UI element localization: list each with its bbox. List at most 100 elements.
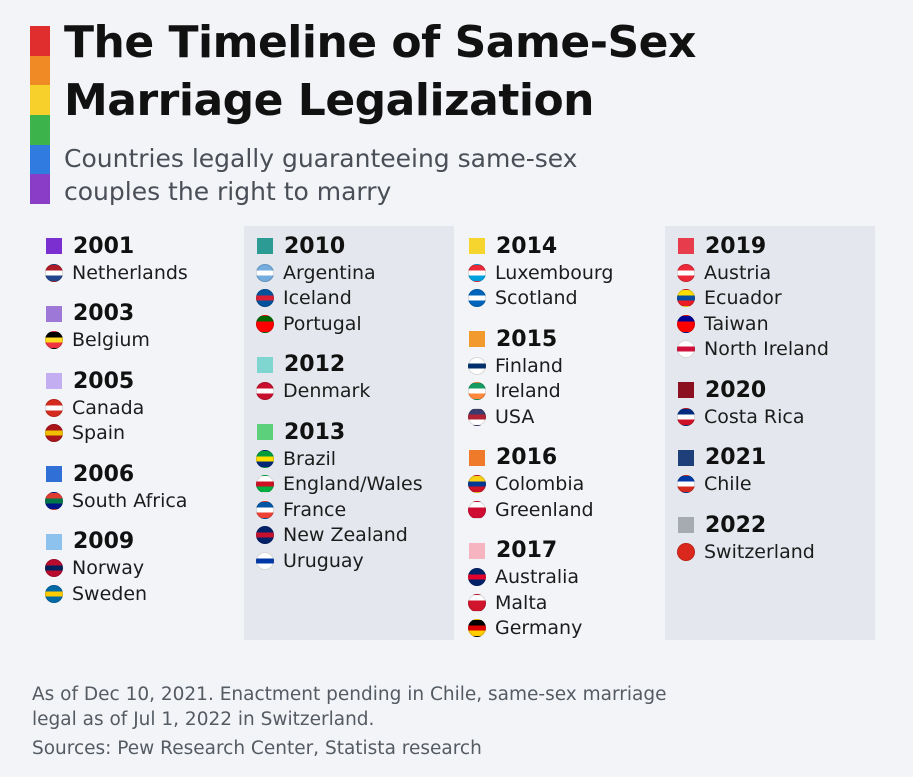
year-color-swatch xyxy=(469,238,485,254)
year-heading: 2019 xyxy=(665,232,875,260)
footer-note-line-1: As of Dec 10, 2021. Enactment pending in… xyxy=(32,684,667,705)
argentina-flag-icon xyxy=(256,263,274,282)
year-color-swatch xyxy=(46,533,62,550)
country-name: Luxembourg xyxy=(495,261,614,284)
luxembourg-flag-icon xyxy=(468,263,486,282)
finland-flag-icon xyxy=(468,356,486,375)
year-color-swatch xyxy=(678,238,694,254)
year-label: 2021 xyxy=(705,445,767,470)
country-item: Australia xyxy=(456,565,661,591)
netherlands-flag-icon xyxy=(45,263,63,282)
country-item: Canada xyxy=(33,395,239,421)
year-group-2012: 2012 Denmark xyxy=(244,351,454,405)
country-name: Canada xyxy=(72,396,145,419)
country-item: Malta xyxy=(456,590,661,616)
rainbow-stripe xyxy=(30,55,50,86)
year-heading: 2001 xyxy=(33,232,239,260)
country-item: Austria xyxy=(665,260,875,286)
australia-flag-icon xyxy=(468,568,486,587)
year-color-swatch xyxy=(257,424,273,440)
sweden-flag-icon xyxy=(45,584,63,603)
year-label: 2001 xyxy=(73,233,135,259)
country-item: Colombia xyxy=(456,472,661,498)
year-label: 2017 xyxy=(496,538,558,563)
portugal-flag-icon xyxy=(256,314,274,333)
country-item: Brazil xyxy=(244,446,454,472)
year-heading: 2014 xyxy=(456,232,661,260)
norway-flag-icon xyxy=(45,559,63,578)
country-name: Germany xyxy=(495,617,583,640)
rainbow-stripe xyxy=(30,85,50,116)
ireland-flag-icon xyxy=(468,382,486,401)
new-zealand-flag-icon xyxy=(256,526,274,545)
year-group-2022: 2022 Switzerland xyxy=(665,511,875,565)
footer-note: As of Dec 10, 2021. Enactment pending in… xyxy=(32,682,666,761)
country-name: Costa Rica xyxy=(704,405,805,428)
country-name: USA xyxy=(495,405,535,428)
rainbow-stripe xyxy=(30,115,50,145)
country-name: Uruguay xyxy=(283,549,364,572)
germany-flag-icon xyxy=(468,619,486,638)
title-line-2: Marriage Legalization xyxy=(64,75,595,126)
year-heading: 2010 xyxy=(244,232,454,260)
iceland-flag-icon xyxy=(256,289,274,308)
malta-flag-icon xyxy=(468,593,486,612)
country-name: Portugal xyxy=(283,312,362,335)
year-group-2009: 2009 Norway Sweden xyxy=(33,528,239,607)
year-color-swatch xyxy=(46,238,62,254)
year-label: 2016 xyxy=(496,445,558,470)
country-item: Scotland xyxy=(456,286,661,312)
year-color-swatch xyxy=(257,356,273,373)
rainbow-stripe xyxy=(30,174,50,205)
country-name: Chile xyxy=(704,473,752,496)
subtitle-line-1: Countries legally guaranteeing same-sex xyxy=(64,144,578,173)
year-group-2003: 2003 Belgium xyxy=(33,300,239,354)
year-heading: 2015 xyxy=(456,325,661,353)
country-item: Spain xyxy=(33,421,239,447)
year-heading: 2022 xyxy=(665,511,875,539)
year-column: 2010 Argentina Iceland Portugal 2012 Denmark 2… xyxy=(244,226,454,640)
england-wales-flag-icon xyxy=(256,475,274,494)
country-name: Australia xyxy=(495,566,580,589)
rainbow-stripe xyxy=(30,26,50,56)
country-item: Luxembourg xyxy=(456,260,661,286)
year-group-2020: 2020 Costa Rica xyxy=(665,376,875,430)
country-name: Iceland xyxy=(283,287,352,310)
year-label: 2006 xyxy=(73,461,135,487)
country-name: England/Wales xyxy=(283,473,423,496)
year-label: 2012 xyxy=(284,352,346,377)
ecuador-flag-icon xyxy=(677,289,695,308)
country-item: Ecuador xyxy=(665,286,875,312)
footer-note-line-2: legal as of Jul 1, 2022 in Switzerland. xyxy=(32,709,375,730)
south-africa-flag-icon xyxy=(45,491,63,510)
year-heading: 2017 xyxy=(456,537,661,565)
year-label: 2010 xyxy=(284,233,346,259)
country-item: Finland xyxy=(456,353,661,379)
footer-sources: Sources: Pew Research Center, Statista r… xyxy=(32,738,482,759)
year-label: 2005 xyxy=(73,368,135,394)
country-item: North Ireland xyxy=(665,337,875,363)
year-heading: 2003 xyxy=(33,300,239,328)
usa-flag-icon xyxy=(468,407,486,426)
year-label: 2015 xyxy=(496,326,558,352)
brazil-flag-icon xyxy=(256,449,274,468)
country-name: Switzerland xyxy=(704,540,815,563)
year-group-2006: 2006 South Africa xyxy=(33,460,239,514)
costa-rica-flag-icon xyxy=(677,407,695,426)
year-group-2013: 2013 Brazil England/Wales France New Zealand… xyxy=(244,418,454,574)
year-label: 2003 xyxy=(73,301,135,326)
year-label: 2009 xyxy=(73,529,135,554)
year-color-swatch xyxy=(678,382,694,398)
year-group-2019: 2019 Austria Ecuador Taiwan North Ireland xyxy=(665,232,875,362)
year-color-swatch xyxy=(257,238,273,254)
country-item: South Africa xyxy=(33,488,239,514)
year-label: 2013 xyxy=(284,419,346,445)
uruguay-flag-icon xyxy=(256,551,274,570)
country-item: Costa Rica xyxy=(665,404,875,430)
rainbow-bar xyxy=(30,26,50,205)
year-label: 2022 xyxy=(705,512,767,538)
year-color-swatch xyxy=(46,305,62,322)
country-name: New Zealand xyxy=(283,524,408,547)
country-item: Netherlands xyxy=(33,260,239,286)
year-group-2001: 2001 Netherlands xyxy=(33,232,239,286)
